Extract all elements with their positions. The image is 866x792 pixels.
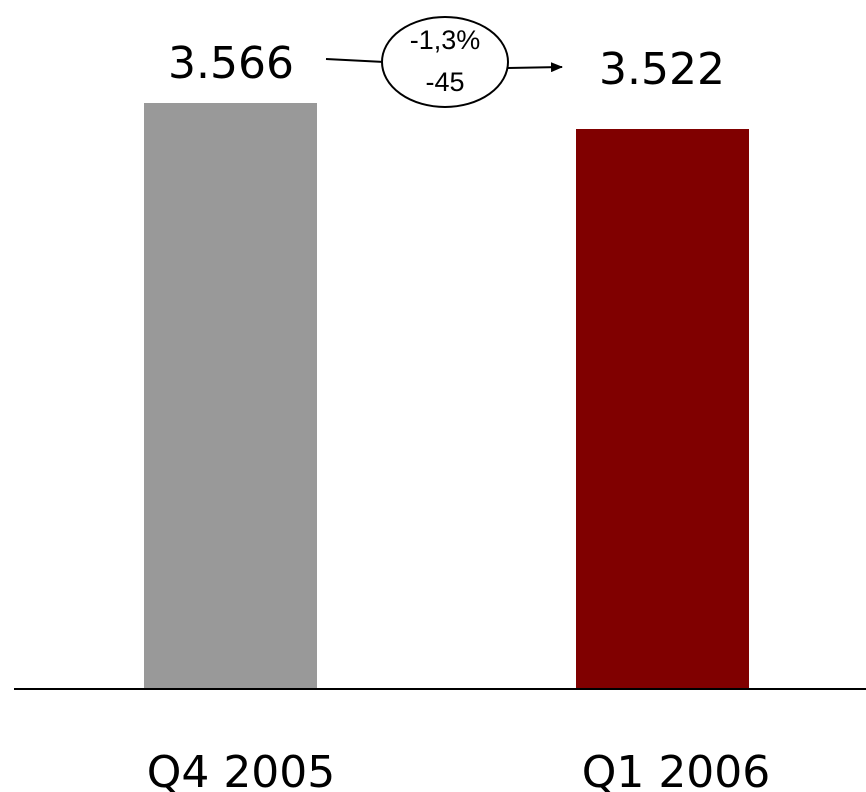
change-arrow-right — [506, 62, 563, 73]
change-ellipse — [381, 16, 509, 108]
data-label-q1-2006: 3.522 — [599, 44, 725, 95]
change-arrow-left — [325, 58, 385, 63]
category-label-q1-2006: Q1 2006 — [582, 747, 771, 792]
percent-change-label: -1,3% — [410, 25, 481, 55]
category-label-q4-2005: Q4 2005 — [147, 747, 336, 792]
data-label-q4-2005: 3.566 — [168, 38, 294, 89]
bar-q1-2006 — [576, 129, 749, 689]
absolute-change-label: -45 — [425, 67, 464, 97]
bar-q4-2005 — [144, 103, 317, 689]
